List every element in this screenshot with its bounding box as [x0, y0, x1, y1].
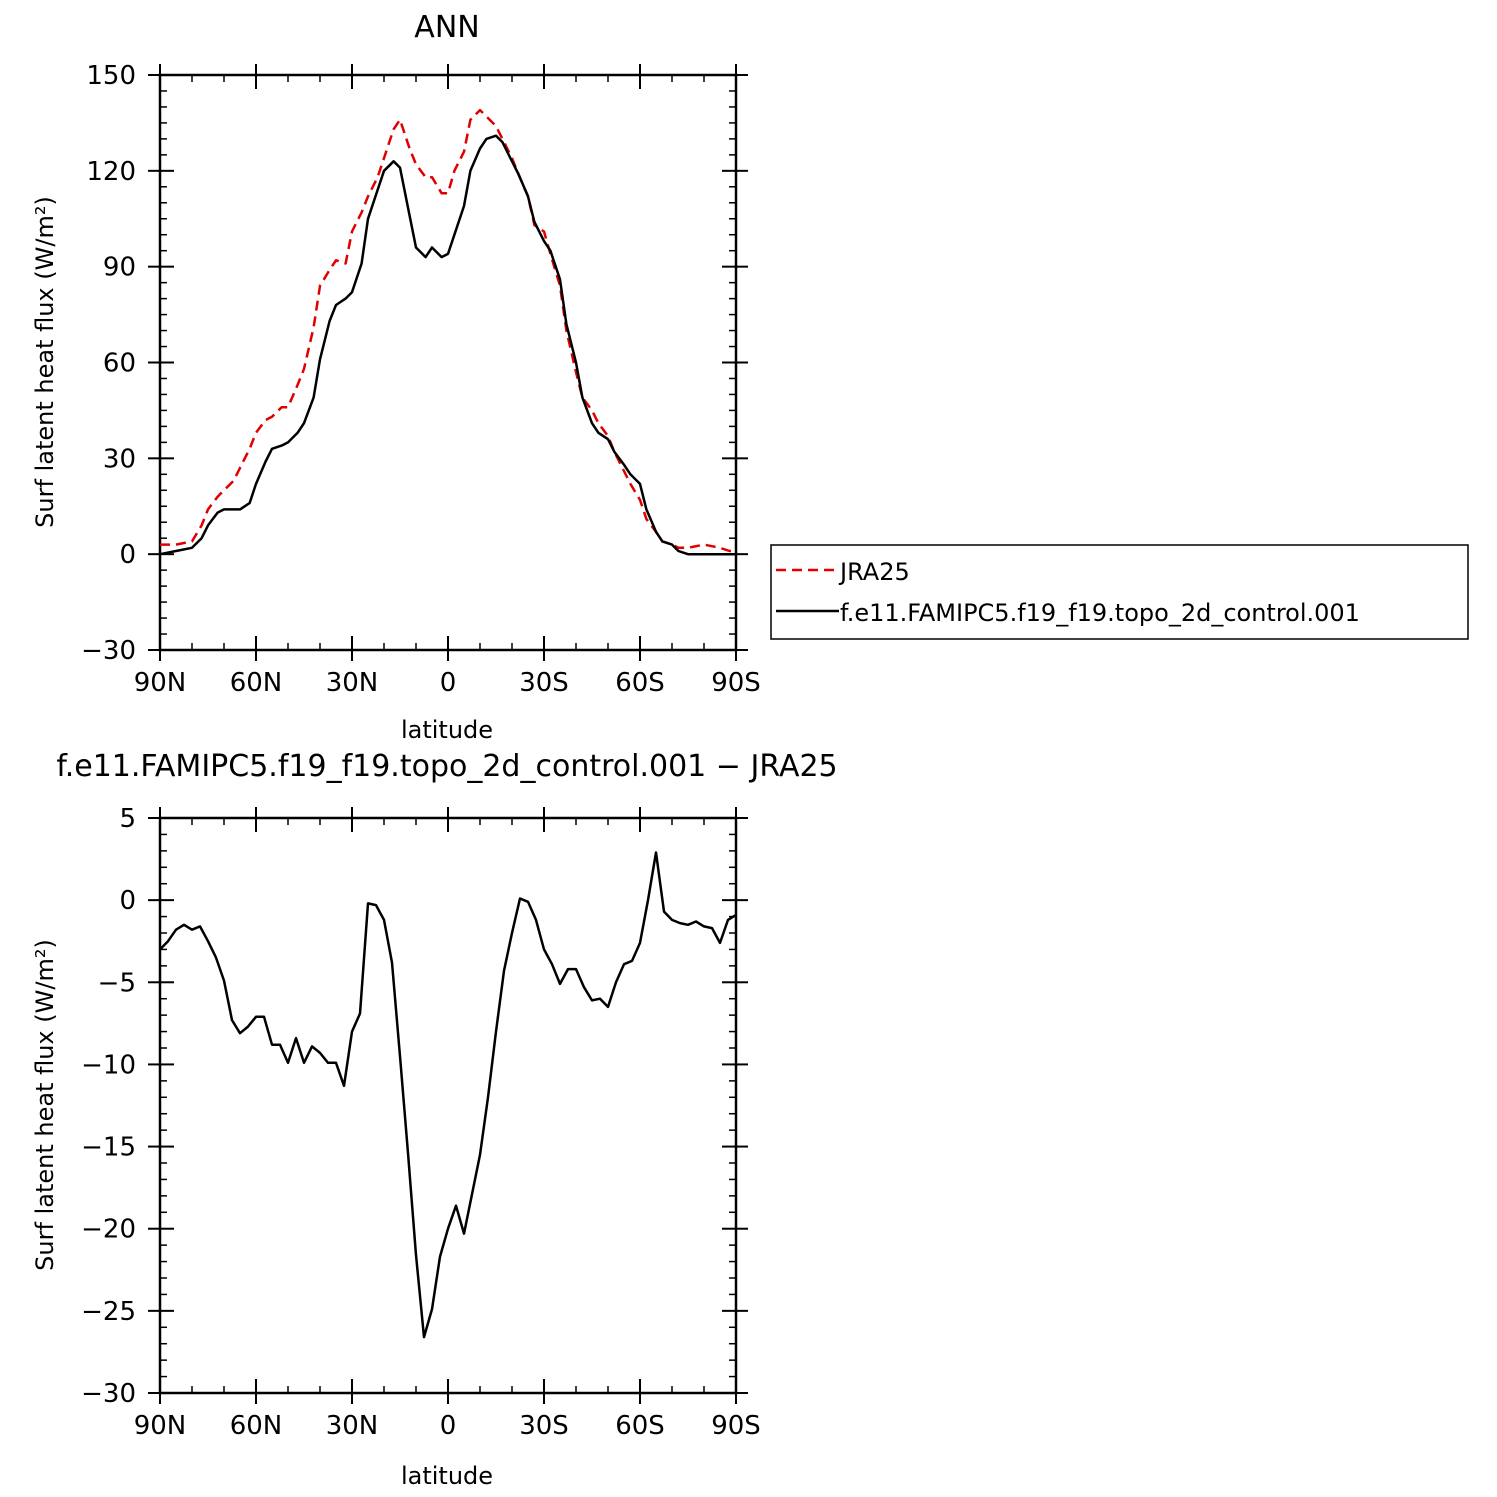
bottom-x-tick-label: 60S: [615, 1411, 665, 1441]
top-y-tick-label: 0: [119, 540, 136, 570]
top-x-tick-label: 90S: [711, 668, 761, 698]
top-y-tick-label: 150: [86, 61, 136, 91]
top-plot-frame: [158, 73, 738, 652]
bottom-x-tick-label: 30N: [326, 1411, 379, 1441]
bottom-axis-ticks: [148, 807, 748, 1404]
bottom-y-tick-label: −10: [81, 1050, 136, 1080]
top-axis-ticks: [148, 64, 748, 661]
top-panel: ANN 90N 60N 30N 0 30S 60S 90S −30 0 30 60 90 120 150…: [31, 10, 761, 744]
top-series-lines: [159, 108, 736, 556]
top-y-tick-label: 90: [103, 253, 136, 283]
legend-label-jra25: JRA25: [838, 558, 910, 586]
top-x-tick-label: 90N: [134, 668, 187, 698]
bottom-x-tick-labels: 90N 60N 30N 0 30S 60S 90S: [134, 1411, 761, 1441]
legend-box: [770, 544, 1469, 640]
bottom-plot-frame: [158, 816, 738, 1395]
top-x-tick-label: 30N: [326, 668, 379, 698]
bottom-panel: f.e11.FAMIPC5.f19_f19.topo_2d_control.00…: [31, 749, 838, 1490]
top-y-tick-label: 60: [103, 349, 136, 379]
legend-label-model: f.e11.FAMIPC5.f19_f19.topo_2d_control.00…: [840, 599, 1360, 627]
top-y-tick-labels: −30 0 30 60 90 120 150: [81, 61, 136, 666]
top-y-tick-label: −30: [81, 636, 136, 666]
bottom-y-tick-labels: −30 −25 −20 −15 −10 −5 0 5: [81, 804, 136, 1409]
top-series-line-1: [159, 134, 736, 556]
bottom-y-tick-label: −25: [81, 1297, 136, 1327]
top-x-tick-label: 0: [440, 668, 457, 698]
top-x-tick-label: 30S: [519, 668, 569, 698]
bottom-chart-title: f.e11.FAMIPC5.f19_f19.topo_2d_control.00…: [56, 749, 837, 784]
bottom-x-tick-label: 90N: [134, 1411, 187, 1441]
bottom-x-tick-label: 30S: [519, 1411, 569, 1441]
top-y-axis-label: Surf latent heat flux (W/m²): [31, 196, 59, 528]
bottom-y-tick-label: −5: [98, 968, 136, 998]
bottom-series-lines: [159, 851, 737, 1339]
bottom-y-tick-label: −20: [81, 1215, 136, 1245]
bottom-x-tick-label: 60N: [230, 1411, 283, 1441]
bottom-y-tick-label: −15: [81, 1133, 136, 1163]
top-y-tick-label: 30: [103, 444, 136, 474]
bottom-series-line-0: [159, 851, 737, 1339]
bottom-y-axis-label: Surf latent heat flux (W/m²): [31, 939, 59, 1271]
top-y-tick-label: 120: [86, 157, 136, 187]
top-x-tick-label: 60N: [230, 668, 283, 698]
top-x-axis-label: latitude: [401, 716, 493, 744]
bottom-x-tick-label: 0: [440, 1411, 457, 1441]
bottom-x-axis-label: latitude: [401, 1462, 493, 1490]
top-series-line-0: [160, 108, 736, 553]
bottom-y-tick-label: 0: [119, 886, 136, 916]
bottom-y-tick-label: −30: [81, 1379, 136, 1409]
top-x-tick-labels: 90N 60N 30N 0 30S 60S 90S: [134, 668, 761, 698]
top-x-tick-label: 60S: [615, 668, 665, 698]
top-chart-title: ANN: [414, 10, 479, 45]
bottom-y-tick-label: 5: [119, 804, 136, 834]
legend: JRA25 f.e11.FAMIPC5.f19_f19.topo_2d_cont…: [770, 544, 1469, 640]
bottom-x-tick-label: 90S: [711, 1411, 761, 1441]
